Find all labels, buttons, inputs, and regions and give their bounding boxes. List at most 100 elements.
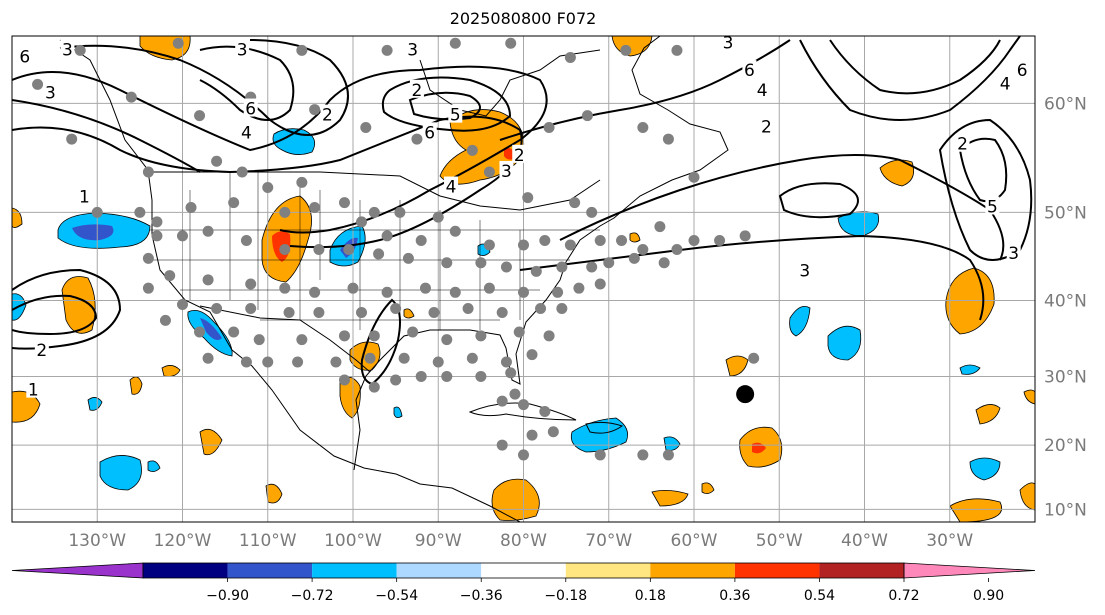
station-dot	[483, 239, 495, 251]
station-dot	[688, 171, 700, 183]
station-dot	[142, 252, 154, 264]
contour-label: 2	[957, 135, 968, 155]
colorbar-swatch	[481, 563, 566, 578]
colorbar-tick-label: −0.90	[206, 588, 249, 604]
contour-label-bg	[759, 116, 774, 135]
contour-label-bg	[998, 73, 1013, 92]
contour-label-bg	[17, 46, 32, 65]
station-dot	[228, 197, 240, 209]
station-dot	[240, 234, 252, 246]
positive-region	[339, 376, 361, 419]
contour-label-bg	[721, 36, 736, 51]
contour-label: 4	[757, 81, 768, 101]
station-dot	[134, 206, 146, 218]
contour-line	[381, 76, 512, 132]
station-dot	[309, 286, 321, 298]
station-dot	[496, 439, 508, 451]
station-dot	[202, 352, 214, 364]
longitude-label: 30°W	[926, 531, 973, 551]
station-dot	[202, 225, 214, 237]
station-dot	[419, 282, 431, 294]
contour-line	[958, 137, 1008, 203]
contour-label-bg	[755, 79, 770, 98]
station-dot	[573, 282, 585, 294]
contour-label-bg	[409, 79, 424, 98]
station-dot	[714, 234, 726, 246]
station-dot	[415, 370, 427, 382]
station-dot	[373, 248, 385, 260]
latitude-label: 50°N	[1044, 203, 1087, 223]
highlight-marker	[736, 385, 755, 404]
station-dot	[556, 261, 568, 273]
contour-label: 3	[407, 40, 418, 60]
positive-region	[12, 390, 41, 423]
contour-label: 6	[245, 100, 256, 120]
station-dot	[151, 216, 163, 228]
negative-region	[827, 325, 862, 361]
station-dot	[530, 265, 542, 277]
station-dot	[228, 326, 240, 338]
station-dot	[159, 314, 171, 326]
longitude-label: 50°W	[756, 531, 803, 551]
colorbar-tick-label: −0.54	[375, 588, 418, 604]
colorbar-swatch	[650, 563, 735, 578]
station-dot	[441, 257, 453, 269]
station-dot	[368, 381, 380, 393]
station-dot	[564, 239, 576, 251]
station-dot	[543, 122, 555, 134]
station-dot	[381, 44, 393, 56]
longitude-label: 80°W	[500, 531, 547, 551]
contour-label-bg	[499, 160, 514, 179]
station-dot	[185, 201, 197, 213]
contour-label: 6	[1017, 61, 1028, 81]
station-dot	[688, 234, 700, 246]
station-dot	[462, 303, 474, 315]
station-dot	[637, 122, 649, 134]
station-dot	[279, 243, 291, 255]
station-dot	[428, 306, 440, 318]
station-dot	[449, 286, 461, 298]
station-dot	[292, 356, 304, 368]
longitude-label: 90°W	[415, 531, 462, 551]
contour-label: 3	[501, 162, 512, 182]
station-dot	[483, 166, 495, 178]
colorbar-swatch	[565, 563, 651, 578]
negative-region	[393, 406, 403, 418]
station-dot	[475, 330, 487, 342]
positive-region	[949, 498, 1002, 522]
longitude-label: 110°W	[239, 531, 297, 551]
station-dot	[569, 197, 581, 209]
station-dot	[236, 166, 248, 178]
station-dot	[172, 37, 184, 49]
station-dot	[364, 352, 376, 364]
contour-label: 6	[19, 47, 30, 67]
contour-label: 6	[424, 123, 435, 143]
station-dot	[564, 51, 576, 63]
station-dot	[338, 374, 350, 386]
latitude-labels: 10°N 20°N 30°N 40°N 50°N 60°N	[1044, 94, 1087, 520]
station-dot	[142, 282, 154, 294]
station-dot	[262, 356, 274, 368]
negative-region	[789, 305, 811, 337]
contour-line	[778, 182, 859, 219]
negative-region	[87, 397, 103, 411]
station-dot	[671, 44, 683, 56]
station-dot	[368, 206, 380, 218]
contour-label: 3	[45, 83, 56, 103]
contour-label: 3	[237, 40, 248, 60]
station-dot	[475, 257, 487, 269]
station-dot	[518, 449, 529, 461]
station-dot	[194, 110, 206, 122]
station-dot	[142, 166, 154, 178]
station-dot	[398, 352, 410, 364]
station-dot	[381, 230, 393, 242]
contour-label: 3	[723, 33, 734, 53]
positive-region	[975, 404, 1001, 425]
station-dot	[449, 37, 461, 49]
contour-label: 3	[62, 40, 73, 60]
station-dot	[245, 303, 257, 315]
station-dot	[671, 243, 683, 255]
station-dot	[211, 303, 223, 315]
